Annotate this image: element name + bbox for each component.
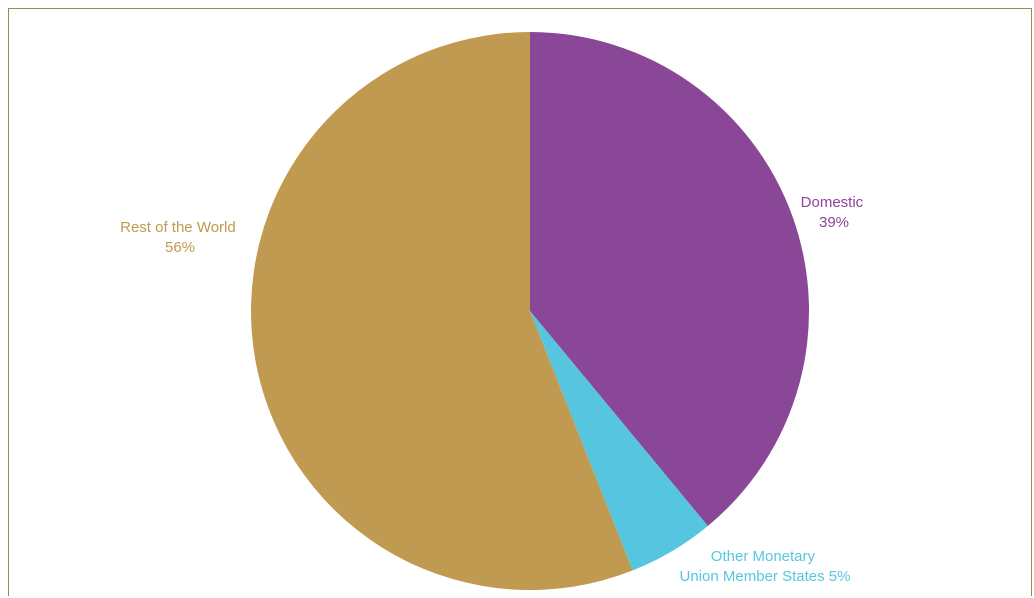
slice-label-domestic-name: Domestic [801, 194, 864, 211]
pie-slice-other-monetary-union-member-states [530, 311, 708, 571]
pie-slice-rest-of-the-world [251, 32, 633, 590]
slice-label-domestic: Domestic 39% [801, 194, 868, 231]
slice-label-other-monetary-union: Other Monetary Union Member States 5% [680, 548, 851, 585]
slice-label-rest-of-world-value: 56% [165, 239, 195, 256]
slice-label-other-monetary-union-line2: Union Member States 5% [680, 568, 851, 585]
slice-label-rest-of-world-name: Rest of the World [120, 219, 236, 236]
slice-label-domestic-value: 39% [819, 214, 849, 231]
slice-label-other-monetary-union-value: 5% [829, 568, 851, 585]
slice-label-rest-of-world: Rest of the World 56% [120, 219, 240, 256]
pie-slice-domestic [530, 32, 809, 526]
chart-frame [8, 8, 1032, 596]
pie-slices [251, 32, 809, 590]
slice-label-other-monetary-union-line1: Other Monetary [711, 548, 816, 565]
